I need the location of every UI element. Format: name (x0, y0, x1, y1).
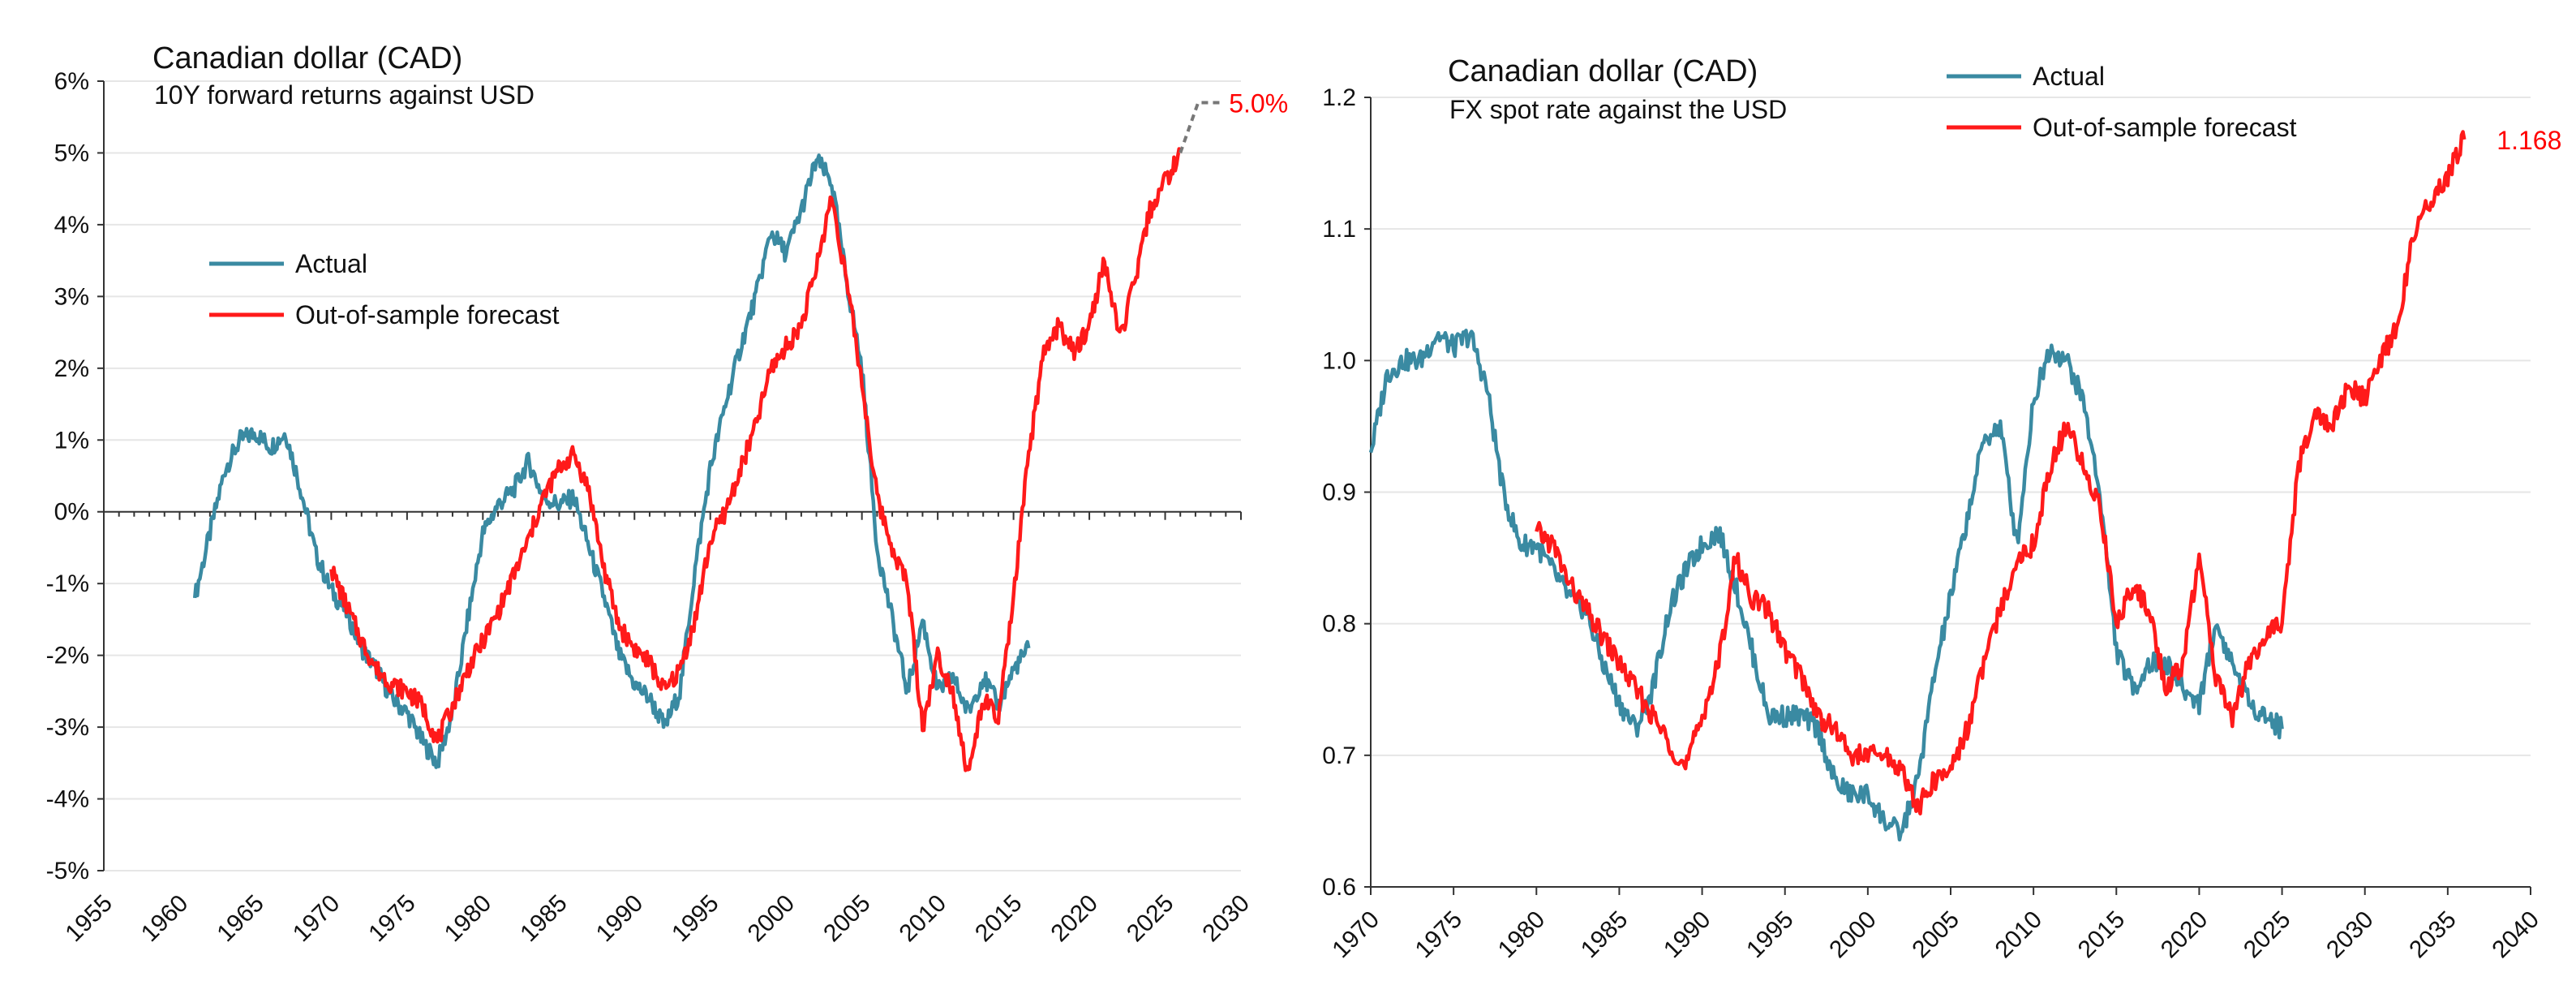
x-tick-label: 2000 (743, 890, 801, 948)
x-tick-label: 1970 (288, 890, 346, 948)
left-x-tick-labels: 1955 1960 1965 1970 1975 1980 1985 1990 1995 2000… (60, 890, 1255, 948)
x-tick-label: 1975 (1410, 906, 1468, 964)
left-y-tick-labels: -5% -4% -3% -2% -1% 0% 1% 2% 3% 4% 5% 6% (46, 68, 89, 884)
x-tick-label: 1980 (440, 890, 497, 948)
x-tick-label: 2030 (2321, 906, 2379, 964)
x-tick-label: 2010 (895, 890, 952, 948)
x-tick-label: 1965 (212, 890, 269, 948)
x-tick-label: 1975 (363, 890, 421, 948)
left-gridlines (104, 80, 1241, 871)
x-tick-label: 1990 (591, 890, 649, 948)
right-chart: 0.60.70.80.91.01.11.2 1970 1975 1980 1985 19… (1322, 54, 2561, 963)
x-tick-label: 2005 (818, 890, 876, 948)
y-tick-label: 0.7 (1322, 742, 1356, 769)
right-legend: Actual Out-of-sample forecast (1947, 62, 2297, 142)
left-legend-actual-label: Actual (295, 249, 367, 278)
x-tick-label: 1995 (1741, 906, 1799, 964)
x-tick-label: 2010 (1990, 906, 2048, 964)
series-line-actual (192, 153, 1031, 769)
y-tick-label: 0.6 (1322, 874, 1356, 901)
end-leader-line (1179, 101, 1221, 154)
series-line-forecast (329, 147, 1183, 772)
y-tick-label: -1% (46, 570, 89, 597)
x-tick-label: 2015 (2073, 906, 2131, 964)
x-tick-label: 2005 (1907, 906, 1964, 964)
right-y-tick-labels: 0.6 0.7 0.8 0.9 1.0 1.1 1.2 (1322, 84, 1356, 901)
y-tick-label: 0% (54, 499, 89, 526)
right-chart-subtitle: FX spot rate against the USD (1449, 95, 1787, 124)
x-tick-label: 2025 (1122, 890, 1179, 948)
x-tick-label: 2000 (1824, 906, 1882, 964)
x-tick-label: 2040 (2487, 906, 2544, 964)
y-tick-label: 1.0 (1322, 347, 1356, 374)
x-tick-label: 2035 (2404, 906, 2462, 964)
x-tick-label: 1980 (1493, 906, 1551, 964)
left-chart-title: Canadian dollar (CAD) (152, 41, 462, 75)
left-chart: -5%-4%-3%-2%-1%0%1%2%3%4%5%6% 1955 1960 19… (46, 41, 1289, 947)
y-tick-label: -2% (46, 643, 89, 669)
x-tick-label: 2015 (970, 890, 1028, 948)
right-legend-actual-label: Actual (2033, 62, 2105, 91)
y-tick-label: -5% (46, 858, 89, 884)
left-end-annotation: 5.0% (1179, 88, 1288, 154)
y-tick-label: 5% (54, 140, 89, 166)
y-tick-label: 1% (54, 427, 89, 454)
x-tick-label: 2020 (1045, 890, 1103, 948)
right-series-lines (1368, 130, 2467, 842)
series-line-actual (1368, 329, 2284, 842)
x-tick-label: 1960 (136, 890, 194, 948)
y-tick-label: 6% (54, 68, 89, 95)
y-tick-label: 4% (54, 212, 89, 239)
y-tick-label: 2% (54, 355, 89, 382)
right-end-value-label: 1.168 (2497, 126, 2561, 155)
x-tick-label: 1985 (1576, 906, 1634, 964)
y-tick-label: 1.1 (1322, 216, 1356, 243)
right-x-tick-labels: 1970 1975 1980 1985 1990 1995 2000 2005 2010 2015… (1327, 906, 2544, 964)
x-tick-label: 2025 (2239, 906, 2296, 964)
y-tick-label: 1.2 (1322, 84, 1356, 111)
y-tick-label: 3% (54, 283, 89, 310)
left-end-value-label: 5.0% (1229, 88, 1288, 118)
left-chart-subtitle: 10Y forward returns against USD (154, 80, 535, 110)
series-line-forecast (1535, 130, 2467, 815)
left-series-lines (192, 147, 1183, 772)
x-tick-label: 2020 (2156, 906, 2213, 964)
x-tick-label: 1985 (515, 890, 573, 948)
right-chart-title: Canadian dollar (CAD) (1448, 54, 1758, 88)
y-tick-label: -4% (46, 786, 89, 813)
x-tick-label: 1995 (667, 890, 724, 948)
x-tick-label: 1955 (60, 890, 118, 948)
x-tick-label: 1970 (1327, 906, 1385, 964)
y-tick-label: 0.9 (1322, 480, 1356, 506)
y-tick-label: 0.8 (1322, 611, 1356, 638)
left-legend-forecast-label: Out-of-sample forecast (295, 300, 560, 329)
left-legend: Actual Out-of-sample forecast (209, 249, 560, 329)
right-legend-forecast-label: Out-of-sample forecast (2033, 113, 2297, 142)
left-axes (97, 80, 1242, 871)
right-axes (1364, 97, 2531, 895)
x-tick-label: 2030 (1197, 890, 1255, 948)
x-tick-label: 1990 (1659, 906, 1716, 964)
y-tick-label: -3% (46, 714, 89, 741)
